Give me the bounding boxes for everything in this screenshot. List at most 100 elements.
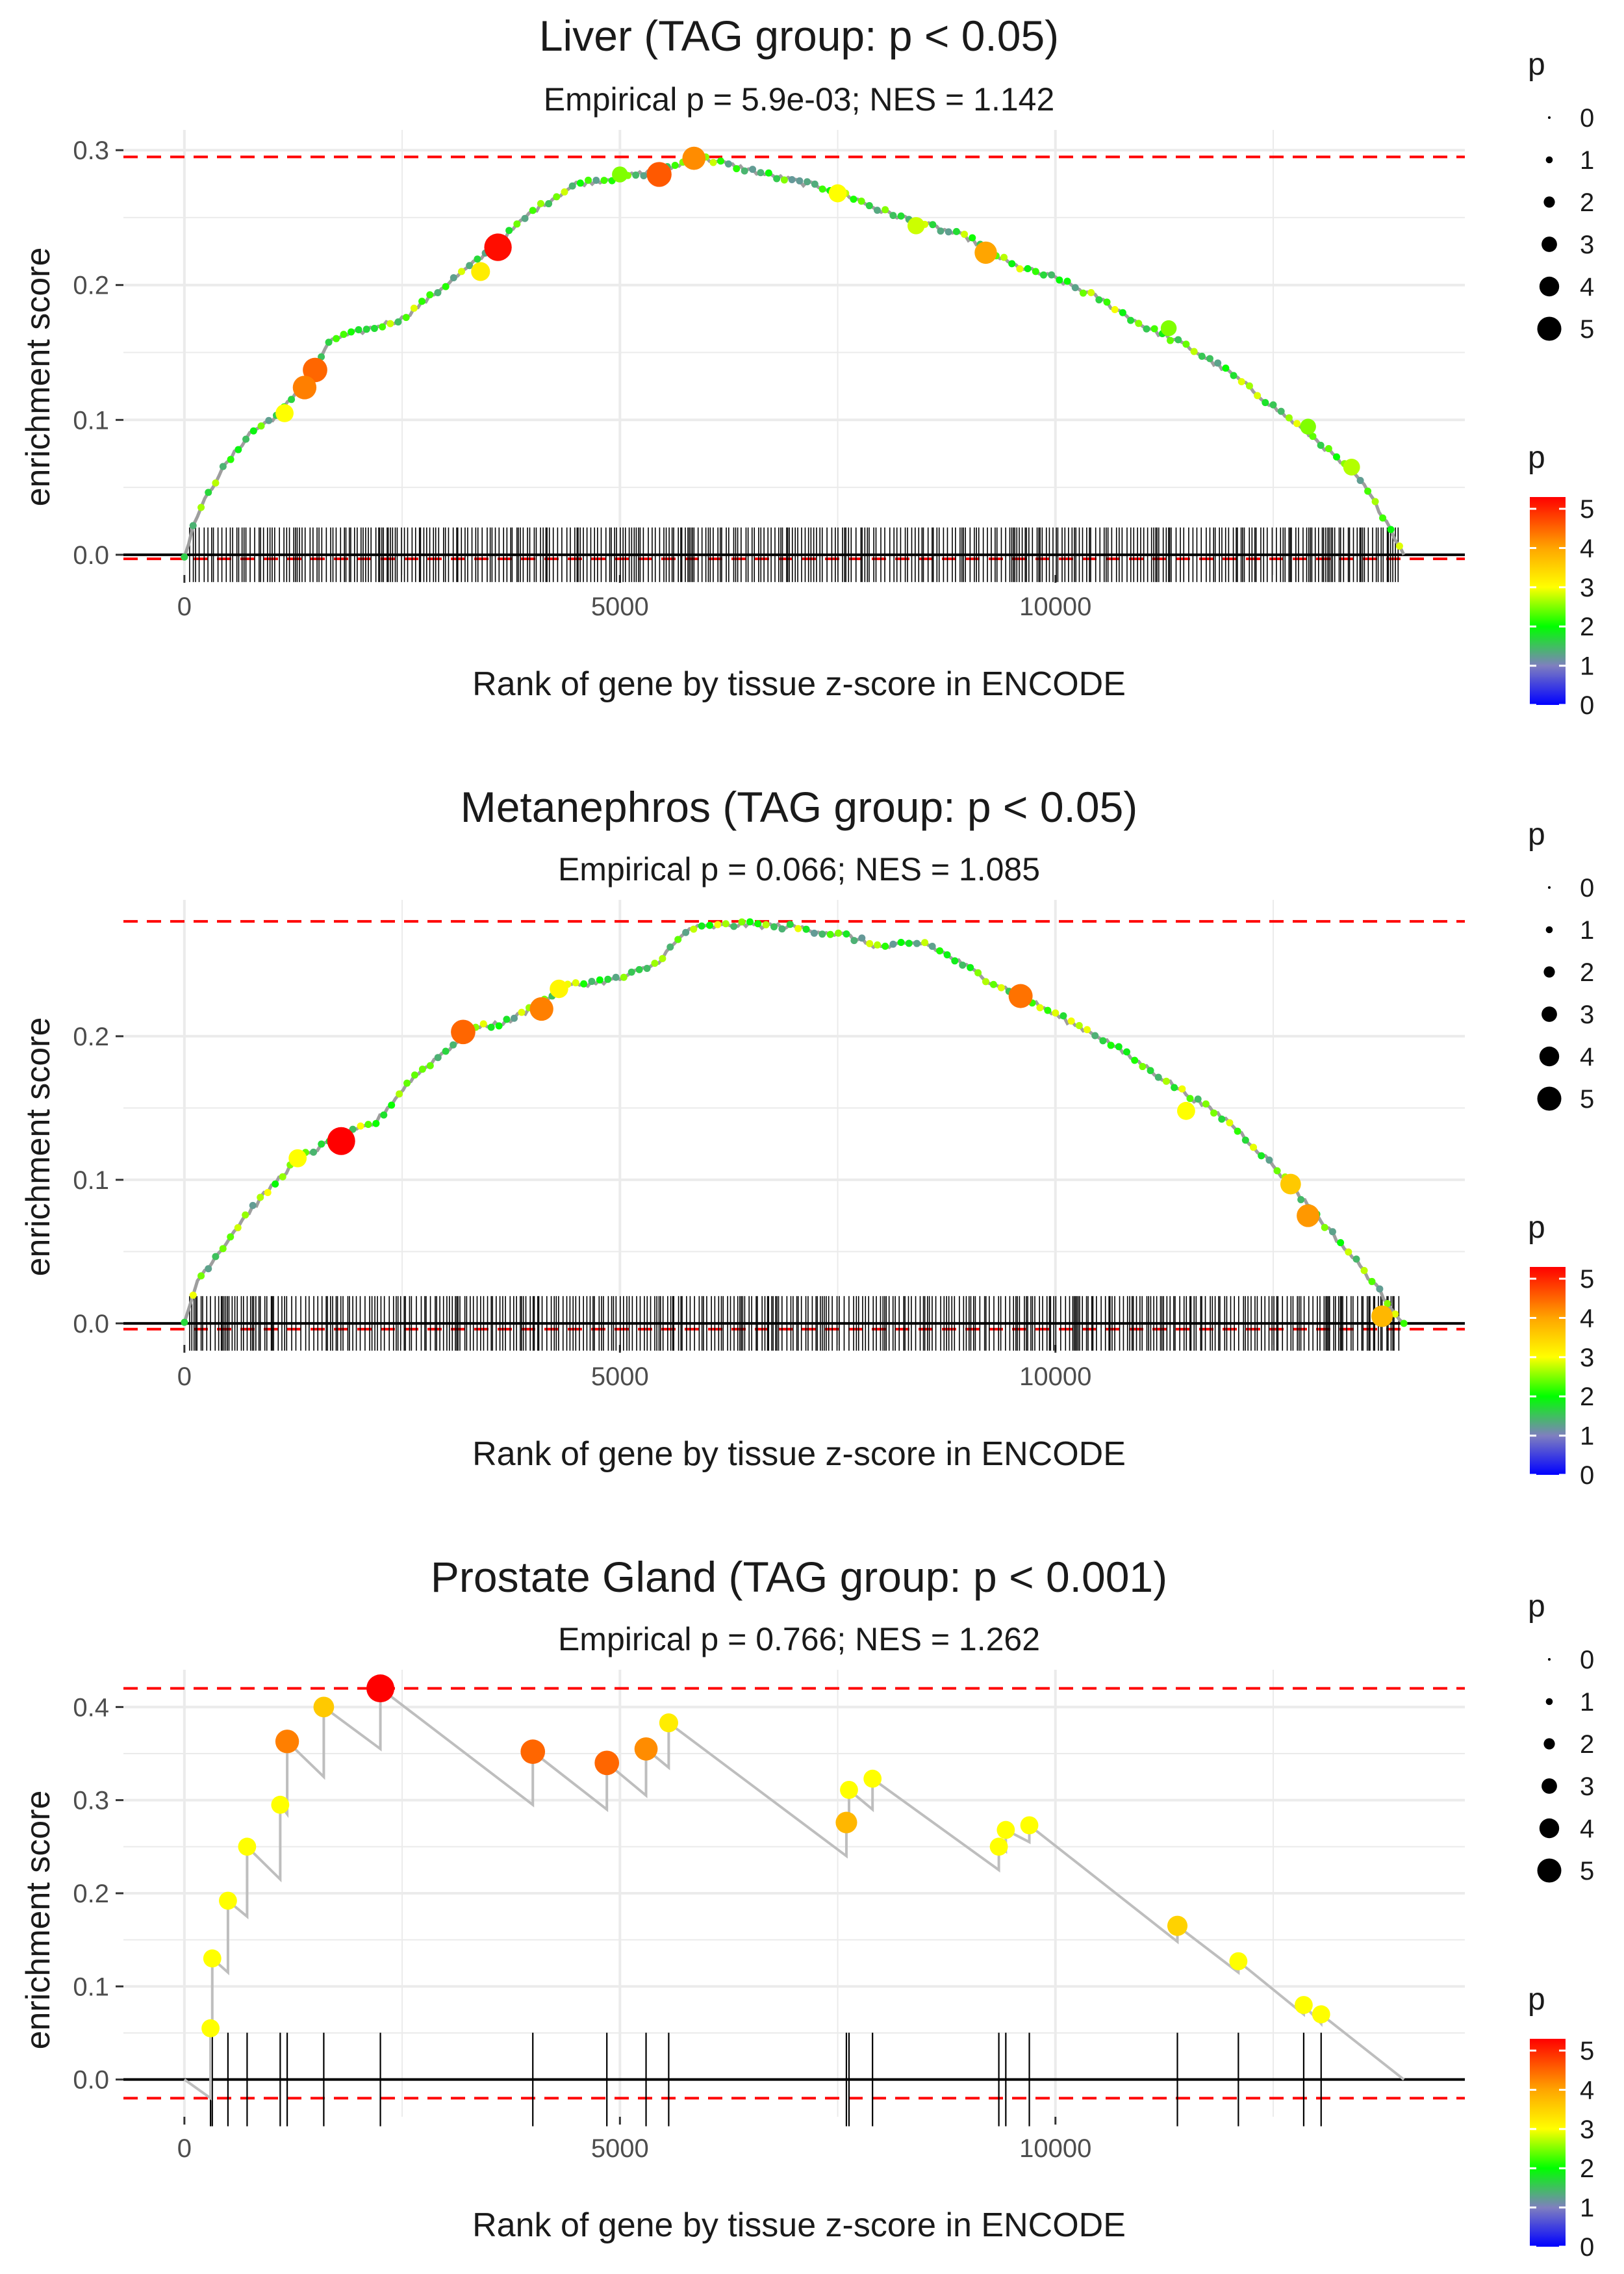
curve-marker — [379, 323, 387, 331]
data-point — [219, 1891, 237, 1910]
curve-marker — [487, 1023, 495, 1031]
x-axis-title: Rank of gene by tissue z-score in ENCODE — [472, 665, 1126, 703]
chart-subtitle: Empirical p = 5.9e-03; NES = 1.142 — [544, 81, 1055, 118]
curve-marker — [913, 939, 920, 947]
curve-marker — [674, 936, 682, 943]
data-point — [271, 1795, 290, 1814]
curve-marker — [264, 1188, 272, 1196]
data-point — [1371, 1305, 1393, 1327]
x-tick-label: 10000 — [1019, 593, 1091, 621]
curve-marker — [1150, 325, 1158, 333]
curve-marker — [1190, 348, 1198, 355]
data-point — [907, 217, 925, 235]
curve-marker — [733, 165, 741, 173]
curve-marker — [682, 928, 690, 936]
curve-marker — [479, 1020, 487, 1028]
curve-marker — [1368, 1277, 1376, 1285]
data-point — [1312, 2005, 1330, 2024]
curve-marker — [1099, 1037, 1107, 1045]
curve-marker — [929, 221, 937, 229]
size-legend-title: p — [1528, 817, 1545, 852]
curve-marker — [418, 298, 426, 305]
colorbar-label: 3 — [1580, 1344, 1594, 1372]
curve-marker — [1084, 1026, 1091, 1034]
curve-marker — [905, 939, 913, 947]
curve-marker — [1067, 1017, 1075, 1025]
curve-marker — [874, 941, 882, 949]
curve-marker — [1171, 1084, 1178, 1092]
curve-marker — [1008, 260, 1016, 268]
x-axis-title: Rank of gene by tissue z-score in ENCODE — [472, 1435, 1126, 1473]
curve-marker — [1167, 337, 1174, 344]
colorbar-label: 5 — [1580, 2037, 1594, 2065]
color-legend-title: p — [1528, 441, 1545, 475]
color-legend: p 5 4 3 2 1 0 — [1528, 1210, 1594, 1490]
data-point — [203, 1949, 222, 1968]
data-point — [1297, 1204, 1320, 1227]
size-legend-label: 3 — [1580, 231, 1594, 259]
curve-marker — [1202, 1100, 1210, 1108]
curve-marker — [709, 159, 717, 166]
y-tick-label: 0.0 — [73, 2066, 109, 2095]
curve-marker — [197, 1272, 205, 1280]
curve-marker — [1345, 1248, 1352, 1256]
curve-marker — [730, 923, 738, 930]
curve-marker — [205, 1265, 212, 1273]
curve-marker — [804, 178, 811, 186]
curve-marker — [794, 925, 802, 932]
curve-marker — [961, 231, 969, 238]
curve-marker — [738, 918, 746, 926]
curve-marker — [749, 166, 757, 173]
data-point — [471, 262, 490, 281]
y-tick-label: 0.1 — [73, 406, 109, 435]
size-legend-label: 4 — [1580, 273, 1594, 301]
colorbar — [1530, 497, 1566, 705]
curve-marker — [741, 167, 748, 175]
curve-marker — [1131, 1056, 1139, 1064]
size-legend-dot — [1548, 116, 1551, 119]
chart-subtitle: Empirical p = 0.066; NES = 1.085 — [558, 851, 1040, 888]
curve-marker — [1265, 1156, 1273, 1164]
data-point — [646, 162, 672, 187]
curve-marker — [780, 176, 788, 184]
curve-marker — [724, 160, 732, 168]
size-legend-label: 1 — [1580, 146, 1594, 175]
curve-marker — [355, 326, 362, 334]
curve-marker — [510, 1014, 518, 1022]
curve-marker — [505, 227, 513, 235]
curve-marker — [394, 318, 402, 326]
x-tick-label: 5000 — [591, 593, 649, 621]
data-point — [863, 1769, 882, 1788]
colorbar-label: 5 — [1580, 495, 1594, 524]
size-legend-label: 0 — [1580, 1646, 1594, 1674]
curve-marker — [788, 175, 796, 183]
curve-marker — [257, 422, 265, 430]
data-point — [1300, 418, 1316, 435]
curve-marker — [189, 522, 197, 530]
data-point — [1295, 1996, 1313, 2014]
curve-marker — [818, 930, 826, 938]
curve-marker — [333, 335, 340, 342]
curve-marker — [596, 976, 603, 984]
size-legend-label: 1 — [1580, 1688, 1594, 1717]
curve-marker — [937, 227, 945, 235]
data-point — [313, 1696, 335, 1718]
size-legend-title: p — [1528, 47, 1545, 82]
x-tick-label: 5000 — [591, 1362, 649, 1391]
curve-marker — [762, 921, 770, 928]
curve-marker — [1273, 1167, 1281, 1175]
data-point — [288, 1149, 307, 1168]
curve-marker — [620, 973, 628, 981]
data-point — [1008, 984, 1033, 1008]
curve-marker — [234, 1224, 242, 1232]
curve-marker — [1032, 268, 1039, 275]
curve-marker — [576, 179, 584, 187]
plot-area: 0.0 0.1 0.2 0.3 0.4 0 5000 10000 — [73, 1670, 1465, 2163]
curve-marker — [1103, 298, 1111, 306]
curve-marker — [402, 314, 410, 322]
curve-marker — [1395, 543, 1403, 550]
curve-marker — [545, 200, 553, 208]
curve-marker — [1107, 1041, 1115, 1049]
colorbar-label: 2 — [1580, 2154, 1594, 2183]
